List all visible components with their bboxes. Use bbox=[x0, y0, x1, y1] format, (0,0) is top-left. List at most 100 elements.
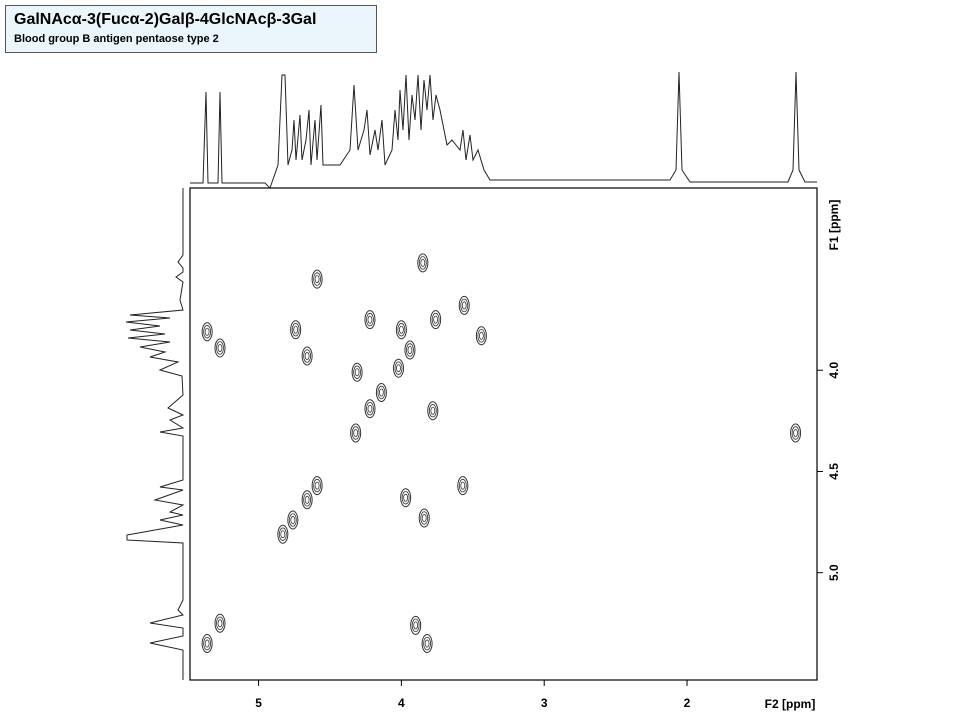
cross-peak-contour bbox=[351, 426, 360, 440]
cross-peak-contour bbox=[288, 513, 297, 527]
cross-peak-contour bbox=[418, 256, 427, 270]
cross-peak bbox=[430, 310, 442, 330]
y-tick-label: 5.0 bbox=[827, 564, 841, 581]
cross-peak-contour bbox=[280, 530, 286, 539]
cross-peak-contour bbox=[431, 312, 440, 327]
cross-peak-contour bbox=[203, 636, 212, 651]
cross-peak-contour bbox=[793, 428, 798, 437]
cross-peak-contour bbox=[217, 619, 223, 628]
cross-peak-contour bbox=[458, 478, 467, 493]
cross-peak-contour bbox=[366, 312, 374, 327]
cross-peak bbox=[375, 382, 387, 402]
cross-peak-contour bbox=[461, 301, 467, 310]
x-tick-label: 2 bbox=[684, 696, 691, 710]
cross-peak bbox=[790, 423, 802, 443]
cross-peak bbox=[395, 320, 407, 340]
cross-peak bbox=[214, 613, 226, 633]
cross-peak-contour bbox=[313, 272, 322, 286]
cross-peak-contour bbox=[353, 365, 362, 379]
top-projection bbox=[190, 71, 817, 189]
cross-peak-contour bbox=[398, 325, 404, 334]
cross-peak-contour bbox=[354, 368, 360, 377]
cross-peak bbox=[458, 295, 470, 315]
cross-peak-contour bbox=[430, 406, 436, 415]
cross-peak-contour bbox=[217, 343, 223, 352]
cross-peak-contour bbox=[413, 621, 419, 630]
title-box: GalNAcα-3(Fucα-2)Galβ-4GlcNAcβ-3Gal Bloo… bbox=[5, 5, 377, 53]
cross-peak-contour bbox=[423, 636, 431, 651]
x-axis-label: F2 [ppm] bbox=[765, 697, 816, 711]
cross-peak-contour bbox=[378, 388, 384, 397]
cross-peak-contour bbox=[290, 516, 296, 525]
cross-peak bbox=[201, 634, 213, 654]
cross-peak-contour bbox=[313, 478, 322, 493]
cross-peak-contour bbox=[304, 495, 310, 504]
cross-peak bbox=[301, 490, 313, 510]
cross-peak bbox=[350, 423, 362, 443]
cross-peak-contour bbox=[304, 352, 310, 361]
cross-peak-contour bbox=[216, 616, 224, 631]
cross-peak bbox=[364, 399, 376, 419]
cross-peak-contour bbox=[314, 275, 320, 284]
y-tick-label: 4.0 bbox=[827, 362, 841, 379]
cross-peak-contour bbox=[791, 426, 800, 440]
y-tick-label: 4.5 bbox=[827, 463, 841, 480]
cross-peak-contour bbox=[460, 481, 466, 490]
cross-peak bbox=[290, 320, 302, 340]
plot-frame bbox=[189, 187, 818, 681]
cross-peak-contour bbox=[411, 618, 420, 633]
cross-peak-contour bbox=[397, 323, 406, 337]
cross-peak-contour bbox=[403, 493, 409, 502]
chart-subtitle: Blood group B antigen pentaose type 2 bbox=[14, 33, 219, 45]
x-tick-label: 3 bbox=[541, 696, 548, 710]
cross-peak-contour bbox=[377, 385, 386, 400]
cross-peak-contour bbox=[291, 323, 300, 337]
cross-peak bbox=[311, 476, 323, 496]
cross-peak-contour bbox=[428, 404, 437, 418]
cross-peak-contour bbox=[433, 315, 439, 324]
cross-peak-contour bbox=[478, 331, 484, 340]
cross-peak-contour bbox=[420, 511, 429, 525]
cross-peak bbox=[457, 476, 469, 496]
cross-peak-contour bbox=[314, 481, 320, 490]
cross-peak bbox=[410, 615, 422, 635]
cross-peak-contour bbox=[420, 258, 426, 267]
cross-peak bbox=[364, 310, 376, 330]
cross-peak-contour bbox=[303, 493, 312, 507]
cross-peak bbox=[393, 358, 405, 378]
cross-peak-contour bbox=[406, 343, 414, 357]
cross-peak bbox=[421, 634, 433, 654]
cross-peak-contour bbox=[203, 325, 212, 339]
cross-peak-contour bbox=[204, 327, 210, 336]
cross-peak bbox=[351, 362, 363, 382]
cross-peak-contour bbox=[216, 341, 224, 355]
cross-peak bbox=[427, 401, 439, 421]
cross-peak-contour bbox=[293, 325, 299, 334]
cross-peak-contour bbox=[396, 364, 401, 373]
cross-peak-contour bbox=[367, 315, 373, 324]
cross-peak bbox=[404, 340, 416, 360]
chart-title: GalNAcα-3(Fucα-2)Galβ-4GlcNAcβ-3Gal bbox=[14, 11, 317, 28]
y-axis-label: F1 [ppm] bbox=[827, 200, 841, 251]
cross-peak-contour bbox=[394, 361, 403, 375]
cross-peak bbox=[400, 488, 412, 508]
cross-peak bbox=[277, 524, 289, 544]
cross-peak-contour bbox=[366, 401, 374, 416]
cross-peak-contour bbox=[303, 349, 312, 363]
cross-peak bbox=[417, 253, 429, 273]
cross-peak-contour bbox=[424, 639, 430, 648]
cross-peak-contour bbox=[367, 404, 373, 413]
cross-peak-contour bbox=[401, 491, 410, 505]
x-tick-label: 5 bbox=[255, 696, 262, 710]
cross-peak-contour bbox=[353, 428, 359, 437]
cross-peak bbox=[287, 510, 299, 530]
cross-peak bbox=[201, 322, 213, 342]
cross-peak-contour bbox=[407, 345, 413, 354]
cross-peak bbox=[214, 338, 226, 358]
cross-peak-contour bbox=[278, 527, 287, 541]
cross-peak bbox=[418, 508, 430, 528]
cross-peak-contour bbox=[477, 329, 486, 343]
left-projection bbox=[125, 188, 185, 680]
cross-peak bbox=[475, 326, 487, 346]
